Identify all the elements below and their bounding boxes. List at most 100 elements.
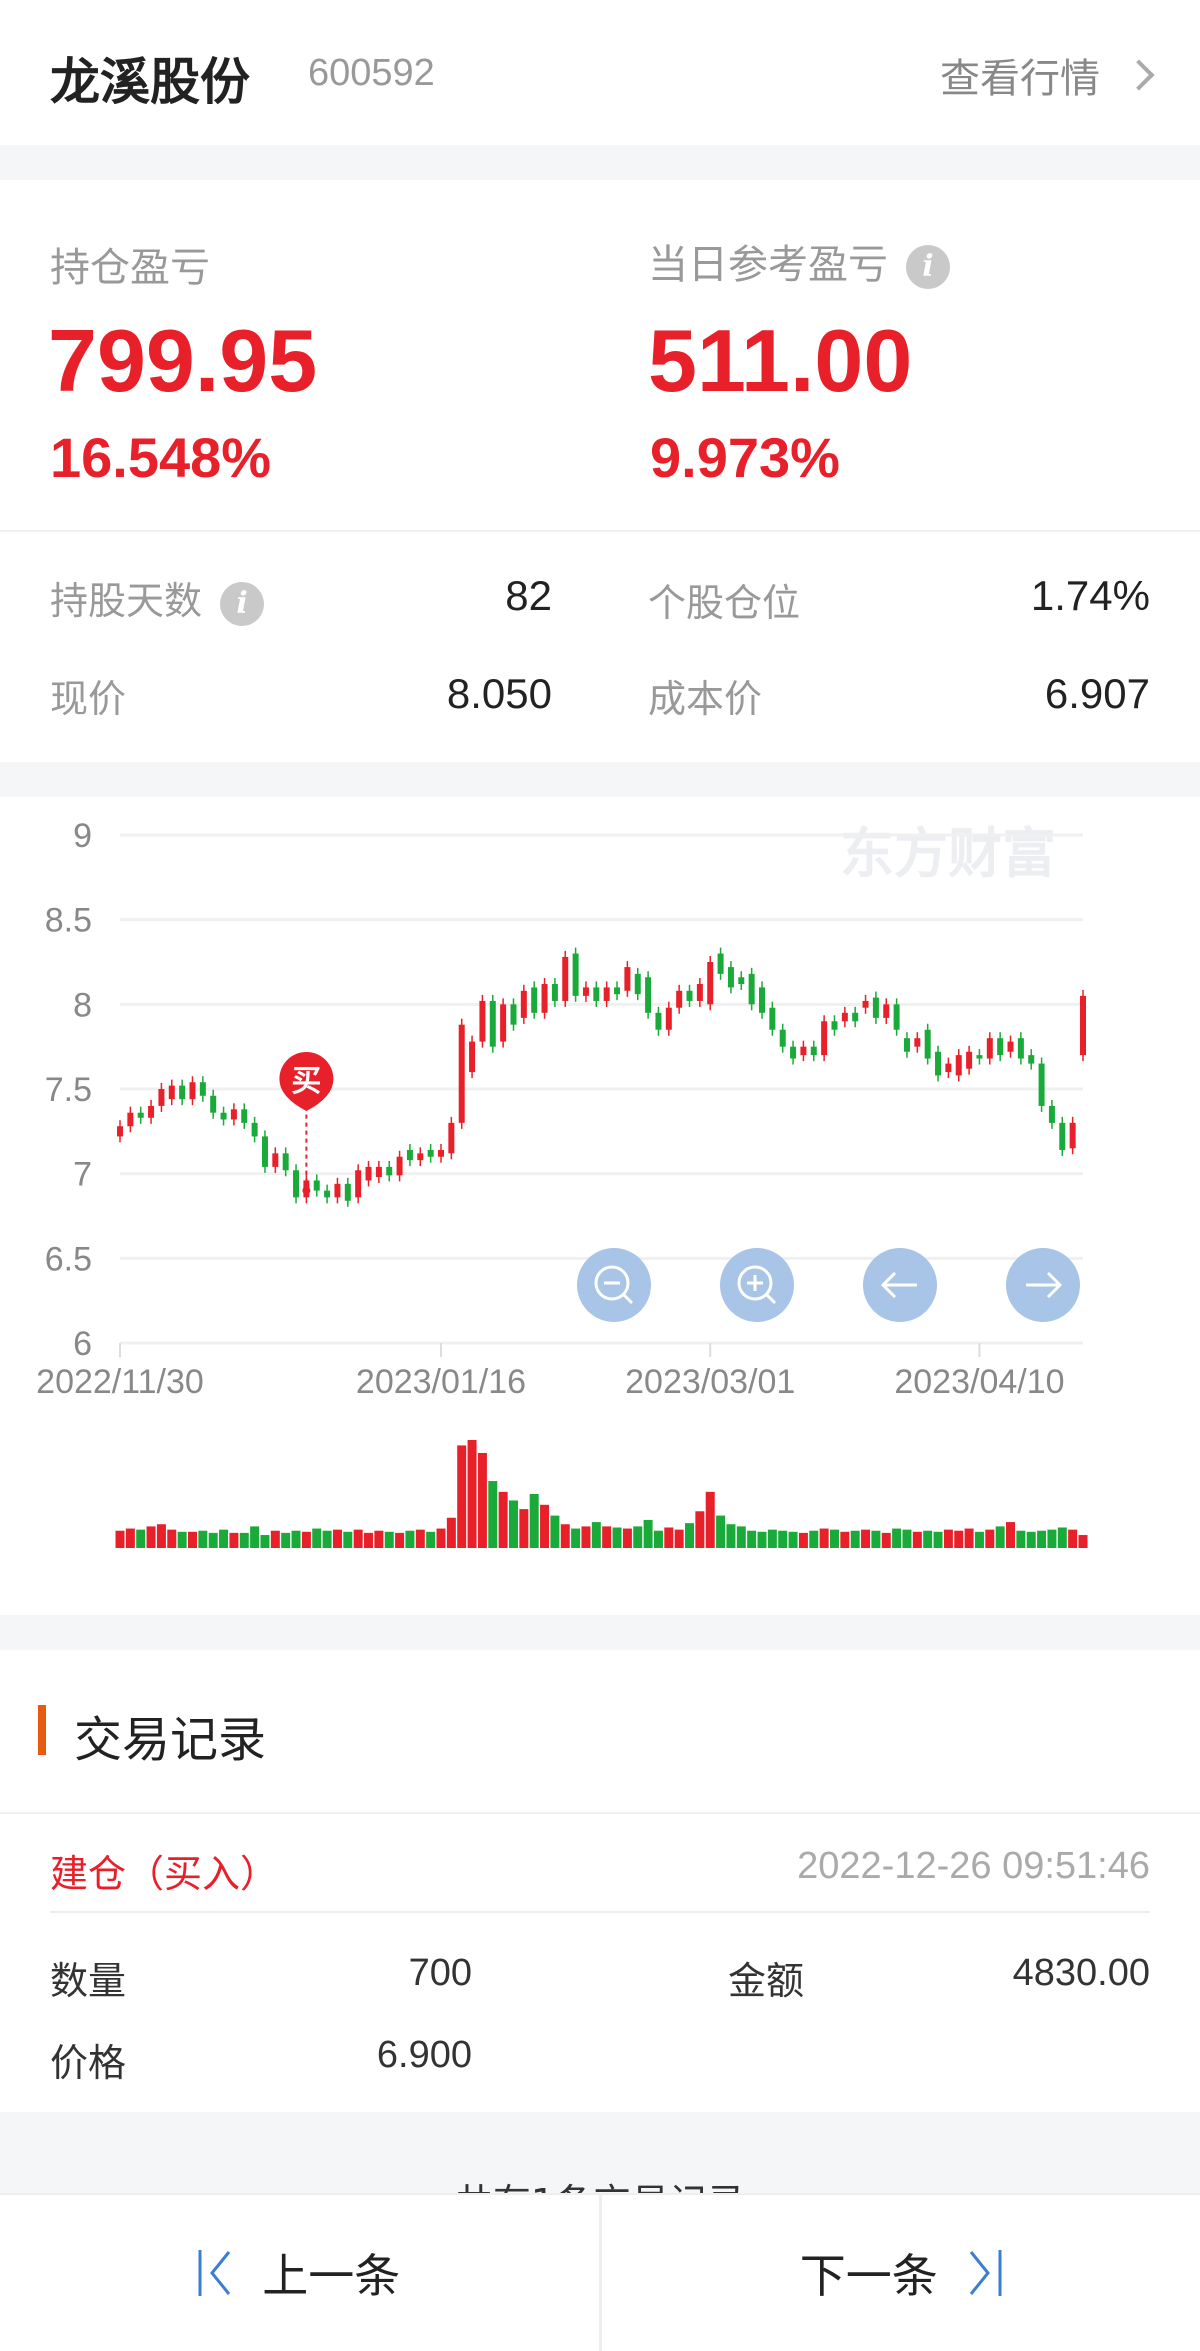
candle-body [127,1112,134,1127]
candle-body [779,1029,786,1047]
candle-body [355,1170,362,1198]
price-label: 价格 [50,2041,127,2085]
volume-bar [167,1529,177,1548]
next-last-icon [969,2250,1002,2296]
volume-bar [498,1491,508,1548]
volume-bar [653,1530,663,1548]
info-icon[interactable]: i [220,581,265,626]
amount-value: 4830.00 [1012,1952,1150,1994]
volume-bar [156,1524,166,1548]
candle-body [137,1112,144,1118]
candle-body [1059,1122,1066,1150]
candle-body [469,1041,476,1073]
candle-body [148,1105,155,1118]
next-label: 下一条 [799,2249,938,2303]
volume-bar [767,1529,777,1548]
cost-value: 6.907 [1044,670,1150,717]
prev-label: 上一条 [262,2249,401,2303]
candle-body [935,1051,942,1076]
candle-body [924,1029,931,1059]
volume-bar [809,1530,819,1548]
y-tick-label: 7.5 [45,1071,92,1109]
volume-bar [902,1529,912,1548]
candle-body [790,1046,797,1059]
zoom-in-button[interactable] [720,1248,794,1322]
volume-bar [374,1530,384,1548]
qty-value: 700 [408,1952,472,1994]
candle-body [199,1082,206,1096]
volume-bar [633,1526,643,1548]
candle-body [914,1038,921,1047]
volume-bar [726,1524,736,1548]
volume-bar [602,1526,612,1548]
candle-body [800,1046,807,1056]
volume-bar [933,1531,943,1548]
candle-body [976,1055,983,1059]
info-icon[interactable]: i [906,245,950,289]
divider [0,1812,1200,1814]
volume-bar [436,1528,446,1548]
volume-bar [861,1529,871,1548]
y-tick-label: 8.5 [45,902,92,940]
volume-bar [312,1528,322,1548]
volume-bar [332,1529,342,1548]
position-pl-value: 799.95 [48,311,318,410]
candle-body [707,962,714,1005]
candle-body [883,1004,890,1018]
volume-bar [457,1445,467,1548]
candle-body [500,1004,507,1042]
volume-bar [954,1530,964,1548]
candle-body [582,987,589,996]
candle-body [365,1166,372,1181]
volume-bar [550,1515,560,1548]
position-ratio-label: 个股仓位 [648,581,801,625]
volume-bar [187,1531,197,1548]
candle-body [282,1153,289,1171]
daily-pl-label-text: 当日参考盈亏 [648,242,888,288]
daily-pl-value: 511.00 [648,311,913,410]
x-tick-label: 2022/11/30 [36,1363,204,1401]
price-value: 8.050 [446,670,552,717]
volume-bar [747,1530,757,1548]
chevron-right-icon [1123,59,1155,91]
candle-body [903,1038,910,1052]
next-button[interactable]: 下一条 [602,2195,1200,2351]
daily-pl-percent: 9.973% [650,426,840,489]
volume-bar [384,1531,394,1548]
candle-body [1069,1122,1076,1149]
x-tick-label: 2023/01/16 [356,1363,526,1401]
candle-body [727,967,734,988]
scroll-left-button[interactable] [863,1248,937,1322]
volume-bar [923,1530,933,1548]
view-quote-link[interactable]: 查看行情 [940,46,1155,104]
candle-body [769,1007,776,1030]
qty-label: 数量 [50,1959,127,2003]
prev-button[interactable]: 上一条 [0,2195,602,2351]
candle-body [955,1055,962,1076]
volume-bar [995,1526,1005,1548]
volume-bar [1057,1527,1067,1548]
candle-body [572,953,579,996]
zoom-out-button[interactable] [577,1248,651,1322]
chart-card: 东方财富 9 8.5 8 7.5 7 6.5 6 2022/11/30 2023/01/16 20… [0,797,1200,1615]
volume-bar [426,1531,436,1548]
volume-bar [612,1527,622,1548]
volume-bar [974,1531,984,1548]
position-pl-percent: 16.548% [50,426,272,489]
candle-body [241,1109,248,1123]
x-tick-label: 2023/03/01 [625,1363,795,1401]
y-tick-label: 9 [73,817,92,855]
candle-body [344,1183,351,1201]
section-bar [38,1705,46,1755]
divider [50,1911,1150,1913]
candle-body [396,1156,403,1176]
candle-body [759,987,765,1013]
volume-bar [529,1494,539,1548]
volume-bar [415,1529,425,1548]
candle-body [189,1082,196,1100]
candle-body [261,1136,268,1167]
scroll-right-button[interactable] [1006,1248,1080,1322]
volume-bar [208,1532,218,1548]
watermark-logo: 东方财富 [840,822,1056,885]
